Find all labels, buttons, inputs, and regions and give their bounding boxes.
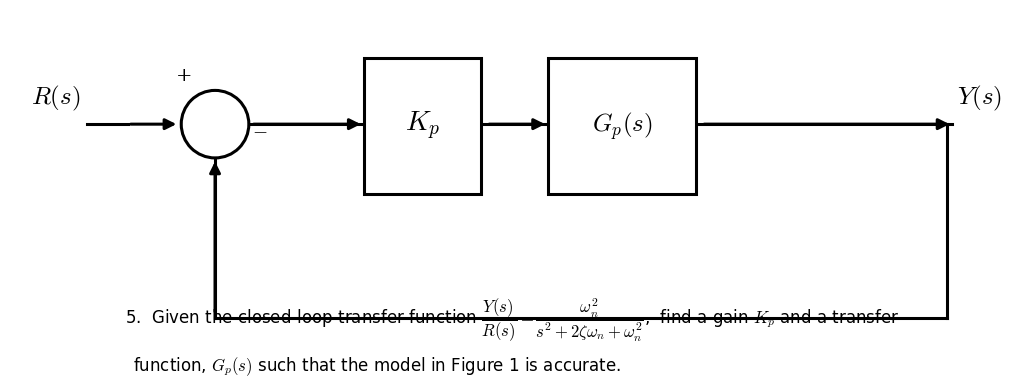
Bar [364, 58, 481, 194]
Text: $K_p$: $K_p$ [404, 110, 440, 142]
Text: $G_p(s)$: $G_p(s)$ [592, 110, 652, 142]
Text: $R(s)$: $R(s)$ [31, 83, 80, 113]
Text: +: + [176, 67, 193, 85]
Text: $-$: $-$ [252, 120, 267, 139]
Bar [548, 58, 696, 194]
Text: 5.  Given the closed-loop transfer function $\dfrac{Y(s)}{R(s)} = \dfrac{\omega_: 5. Given the closed-loop transfer functi… [125, 296, 899, 344]
Text: function, $G_p(s)$ such that the model in Figure 1 is accurate.: function, $G_p(s)$ such that the model i… [133, 355, 622, 378]
Text: $Y(s)$: $Y(s)$ [957, 83, 1002, 113]
